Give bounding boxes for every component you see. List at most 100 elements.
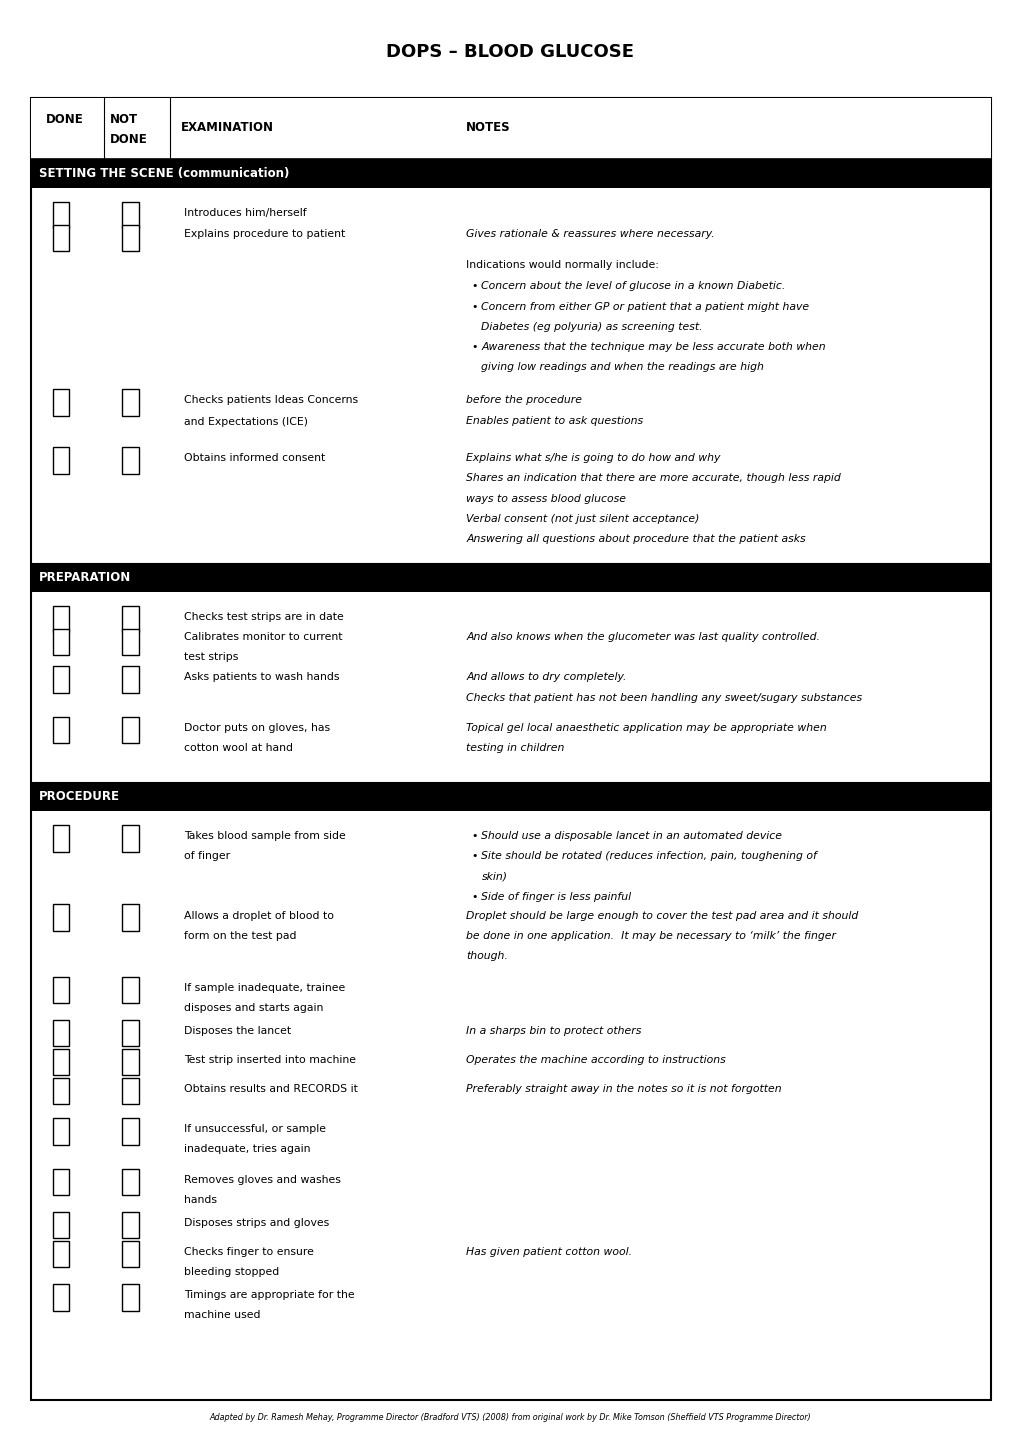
Bar xyxy=(122,225,139,251)
Text: NOT: NOT xyxy=(110,113,139,126)
Bar xyxy=(122,1169,139,1195)
Text: skin): skin) xyxy=(481,872,506,882)
Text: Checks that patient has not been handling any sweet/sugary substances: Checks that patient has not been handlin… xyxy=(466,693,861,703)
Text: Disposes strips and gloves: Disposes strips and gloves xyxy=(183,1218,328,1228)
Bar xyxy=(122,1049,139,1075)
Text: ways to assess blood glucose: ways to assess blood glucose xyxy=(466,494,626,504)
Text: Droplet should be large enough to cover the test pad area and it should: Droplet should be large enough to cover … xyxy=(466,911,858,921)
Bar xyxy=(53,977,69,1003)
Text: machine used: machine used xyxy=(183,1310,260,1320)
Bar xyxy=(53,606,69,632)
Text: Obtains informed consent: Obtains informed consent xyxy=(183,453,324,463)
Bar xyxy=(31,782,990,811)
Bar xyxy=(31,98,990,159)
Bar xyxy=(122,977,139,1003)
Text: Calibrates monitor to current: Calibrates monitor to current xyxy=(183,632,341,642)
Text: test strips: test strips xyxy=(183,652,237,662)
Bar xyxy=(53,225,69,251)
Text: Gives rationale & reassures where necessary.: Gives rationale & reassures where necess… xyxy=(466,229,714,240)
Text: Diabetes (eg polyuria) as screening test.: Diabetes (eg polyuria) as screening test… xyxy=(481,322,702,332)
Text: Answering all questions about procedure that the patient asks: Answering all questions about procedure … xyxy=(466,534,805,544)
Bar xyxy=(122,1284,139,1310)
Text: DONE: DONE xyxy=(46,113,84,126)
Bar xyxy=(53,447,69,473)
Text: PREPARATION: PREPARATION xyxy=(39,570,130,584)
Text: Explains what s/he is going to do how and why: Explains what s/he is going to do how an… xyxy=(466,453,719,463)
Text: Concern from either GP or patient that a patient might have: Concern from either GP or patient that a… xyxy=(481,302,809,312)
Text: Side of finger is less painful: Side of finger is less painful xyxy=(481,892,631,902)
Text: Indications would normally include:: Indications would normally include: xyxy=(466,260,658,270)
Text: •: • xyxy=(471,302,477,312)
Text: SETTING THE SCENE (communication): SETTING THE SCENE (communication) xyxy=(39,166,288,180)
Text: form on the test pad: form on the test pad xyxy=(183,931,296,941)
Bar xyxy=(31,563,990,592)
Text: Takes blood sample from side: Takes blood sample from side xyxy=(183,831,345,841)
Text: testing in children: testing in children xyxy=(466,743,564,753)
Text: Topical gel local anaesthetic application may be appropriate when: Topical gel local anaesthetic applicatio… xyxy=(466,723,826,733)
Text: Preferably straight away in the notes so it is not forgotten: Preferably straight away in the notes so… xyxy=(466,1084,781,1094)
Text: hands: hands xyxy=(183,1195,216,1205)
Text: •: • xyxy=(471,281,477,291)
Bar xyxy=(53,202,69,228)
Bar xyxy=(53,905,69,931)
Text: Should use a disposable lancet in an automated device: Should use a disposable lancet in an aut… xyxy=(481,831,782,841)
Bar xyxy=(53,1049,69,1075)
Bar xyxy=(122,447,139,473)
Text: •: • xyxy=(471,831,477,841)
Bar xyxy=(53,1118,69,1144)
Bar xyxy=(122,1078,139,1104)
Bar xyxy=(53,717,69,743)
Text: giving low readings and when the readings are high: giving low readings and when the reading… xyxy=(481,362,763,372)
Text: Doctor puts on gloves, has: Doctor puts on gloves, has xyxy=(183,723,329,733)
Text: Site should be rotated (reduces infection, pain, toughening of: Site should be rotated (reduces infectio… xyxy=(481,851,816,861)
Bar xyxy=(31,159,990,188)
Bar xyxy=(53,1241,69,1267)
Bar xyxy=(122,1212,139,1238)
Bar xyxy=(122,905,139,931)
Text: In a sharps bin to protect others: In a sharps bin to protect others xyxy=(466,1026,641,1036)
Text: Timings are appropriate for the: Timings are appropriate for the xyxy=(183,1290,354,1300)
Bar xyxy=(122,1020,139,1046)
Text: disposes and starts again: disposes and starts again xyxy=(183,1003,323,1013)
Text: •: • xyxy=(471,892,477,902)
Text: If unsuccessful, or sample: If unsuccessful, or sample xyxy=(183,1124,325,1134)
Bar xyxy=(122,1241,139,1267)
Text: •: • xyxy=(471,342,477,352)
Bar xyxy=(53,390,69,416)
Text: bleeding stopped: bleeding stopped xyxy=(183,1267,278,1277)
Text: Shares an indication that there are more accurate, though less rapid: Shares an indication that there are more… xyxy=(466,473,840,483)
Bar xyxy=(53,1284,69,1310)
Text: cotton wool at hand: cotton wool at hand xyxy=(183,743,292,753)
Text: Allows a droplet of blood to: Allows a droplet of blood to xyxy=(183,911,333,921)
Text: Introduces him/herself: Introduces him/herself xyxy=(183,208,306,218)
Text: before the procedure: before the procedure xyxy=(466,395,582,405)
Text: Has given patient cotton wool.: Has given patient cotton wool. xyxy=(466,1247,632,1257)
Text: Asks patients to wash hands: Asks patients to wash hands xyxy=(183,672,338,683)
Text: Concern about the level of glucose in a known Diabetic.: Concern about the level of glucose in a … xyxy=(481,281,785,291)
Bar xyxy=(53,667,69,693)
Bar xyxy=(53,825,69,851)
Text: And allows to dry completely.: And allows to dry completely. xyxy=(466,672,626,683)
Text: Awareness that the technique may be less accurate both when: Awareness that the technique may be less… xyxy=(481,342,825,352)
Bar xyxy=(122,825,139,851)
Text: And also knows when the glucometer was last quality controlled.: And also knows when the glucometer was l… xyxy=(466,632,819,642)
Bar xyxy=(53,629,69,655)
Text: of finger: of finger xyxy=(183,851,229,861)
Text: Enables patient to ask questions: Enables patient to ask questions xyxy=(466,416,643,426)
Text: Checks finger to ensure: Checks finger to ensure xyxy=(183,1247,313,1257)
Bar xyxy=(122,667,139,693)
Bar xyxy=(53,1020,69,1046)
Text: and Expectations (ICE): and Expectations (ICE) xyxy=(183,417,308,427)
Text: EXAMINATION: EXAMINATION xyxy=(180,121,273,134)
Text: Checks patients Ideas Concerns: Checks patients Ideas Concerns xyxy=(183,395,358,405)
Text: DOPS – BLOOD GLUCOSE: DOPS – BLOOD GLUCOSE xyxy=(385,43,634,61)
Text: inadequate, tries again: inadequate, tries again xyxy=(183,1144,310,1154)
Text: Checks test strips are in date: Checks test strips are in date xyxy=(183,612,343,622)
Text: DONE: DONE xyxy=(110,133,148,146)
Bar xyxy=(122,1118,139,1144)
Bar xyxy=(122,390,139,416)
Text: Verbal consent (not just silent acceptance): Verbal consent (not just silent acceptan… xyxy=(466,514,699,524)
Bar xyxy=(53,1169,69,1195)
Text: be done in one application.  It may be necessary to ‘milk’ the finger: be done in one application. It may be ne… xyxy=(466,931,836,941)
Bar xyxy=(122,606,139,632)
